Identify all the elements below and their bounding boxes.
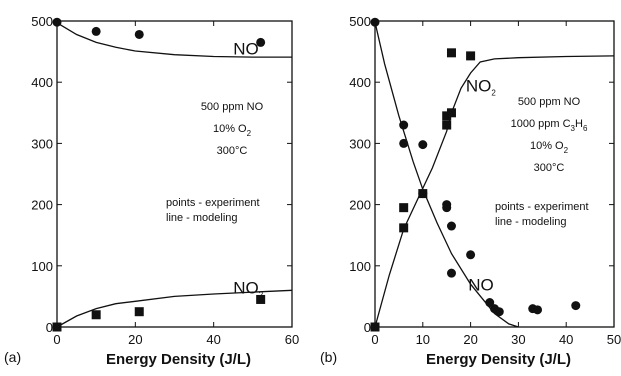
- panel-a-no2-point: [134, 307, 144, 317]
- panel-b-x-axis-label: Energy Density (J/L): [426, 351, 571, 368]
- panel-a-xtick-label: 40: [206, 332, 220, 347]
- panel-b-ytick-label: 500: [349, 14, 371, 29]
- panel-b-condition-text: 1000 ppm C3H6: [511, 118, 588, 133]
- panel-a-plot-frame: [56, 20, 293, 328]
- panel-b-ytick-label: 200: [349, 198, 371, 213]
- panel-b-no-point: [494, 307, 504, 317]
- panel-b-xtick-label: 50: [607, 332, 621, 347]
- panel-b-no-point: [442, 203, 452, 213]
- panel-b-no2-point: [399, 223, 409, 233]
- panel-a-condition-text: 500 ppm NO: [201, 101, 264, 113]
- panel-a-ytick-label: 300: [31, 136, 53, 151]
- panel-a-ytick-label: 500: [31, 14, 53, 29]
- panel-a-ytick-label: 200: [31, 198, 53, 213]
- panel-b-condition-text: 500 ppm NO: [518, 96, 581, 108]
- panel-a-label: (a): [4, 349, 21, 365]
- panel-b-ytick-label: 400: [349, 75, 371, 90]
- panel-b-no-point: [466, 250, 476, 260]
- panel-a-condition-text: 10% O2: [213, 123, 252, 138]
- panel-b-xtick-label: 0: [371, 332, 378, 347]
- panel-a-condition-text: 300°C: [217, 145, 248, 157]
- panel-a-no-point: [52, 17, 62, 27]
- panel-a-xtick-label: 60: [285, 332, 299, 347]
- panel-b-no-point: [533, 305, 543, 315]
- panel-a-ytick-label: 400: [31, 75, 53, 90]
- panel-b-no2-point: [418, 189, 428, 199]
- panel-a-ytick-label: 100: [31, 259, 53, 274]
- panel-b-xtick-label: 10: [416, 332, 430, 347]
- panel-b-no-point: [446, 268, 456, 278]
- panel-a-no2-curve-label: NO2: [233, 278, 264, 299]
- panel-a-ytick-label: 0: [46, 320, 53, 335]
- panel-a-x-axis-label: Energy Density (J/L): [106, 351, 251, 368]
- panel-b-ytick-label: 100: [349, 259, 371, 274]
- panel-b-no-point: [418, 140, 428, 150]
- panel-b-ytick-label: 0: [364, 320, 371, 335]
- panel-b-condition-text: 300°C: [534, 162, 565, 174]
- panel-a-no-point: [91, 26, 101, 36]
- panel-b-no-point: [370, 17, 380, 27]
- panel-b-no-point: [399, 138, 409, 148]
- panel-b-no-point: [571, 301, 581, 311]
- panel-b-no2-point: [442, 120, 452, 130]
- panel-b-no2-point: [399, 203, 409, 213]
- panel-a-no2-point: [52, 322, 62, 332]
- panel-a-no2-point: [256, 294, 266, 304]
- panel-a-xtick-label: 20: [128, 332, 142, 347]
- panel-b-condition-text: 10% O2: [530, 140, 569, 155]
- panel-b-legend-note: line - modeling: [495, 216, 567, 228]
- panel-b-xtick-label: 40: [559, 332, 573, 347]
- panel-b-no-point: [399, 120, 409, 130]
- panel-b-no2-point: [466, 51, 476, 61]
- panel-b-plot-frame: [374, 20, 615, 328]
- panel-a-no2-point: [91, 310, 101, 320]
- panel-b-no-model-line: [374, 22, 519, 328]
- panel-b-no2-point: [370, 322, 380, 332]
- panel-b-legend-note: points - experiment: [495, 201, 589, 213]
- panel-b-no-curve-label: NO: [468, 275, 494, 294]
- panel-a-legend-note: points - experiment: [166, 197, 260, 209]
- panel-a-no-point: [256, 37, 266, 47]
- panel-a-xtick-label: 0: [53, 332, 60, 347]
- panel-a-chart: 0 100 200 300 400 500 0 20 40 60 Energy Density (J…: [4, 14, 299, 368]
- panel-a-no-point: [134, 29, 144, 39]
- panel-b-no2-point: [442, 111, 452, 121]
- panel-a-no2-model-line: [56, 289, 293, 328]
- panel-b-no-point: [446, 221, 456, 231]
- panel-b-no2-curve-label: NO2: [466, 76, 497, 97]
- panel-b-no2-point: [446, 48, 456, 58]
- panel-b-xtick-label: 20: [463, 332, 477, 347]
- panel-b-ytick-label: 300: [349, 136, 371, 151]
- panel-a-legend-note: line - modeling: [166, 212, 238, 224]
- panel-b-label: (b): [320, 349, 337, 365]
- panel-b-no-point: [485, 298, 495, 308]
- panel-b-chart: 0 100 200 300 400 500 0 10 20 30 40 50 Energy Densit…: [320, 14, 621, 368]
- panel-b-xtick-label: 30: [511, 332, 525, 347]
- panel-a-no-curve-label: NO: [233, 40, 259, 59]
- panel-a-no-model-line: [56, 22, 292, 58]
- panel-b-no2-point: [446, 108, 456, 118]
